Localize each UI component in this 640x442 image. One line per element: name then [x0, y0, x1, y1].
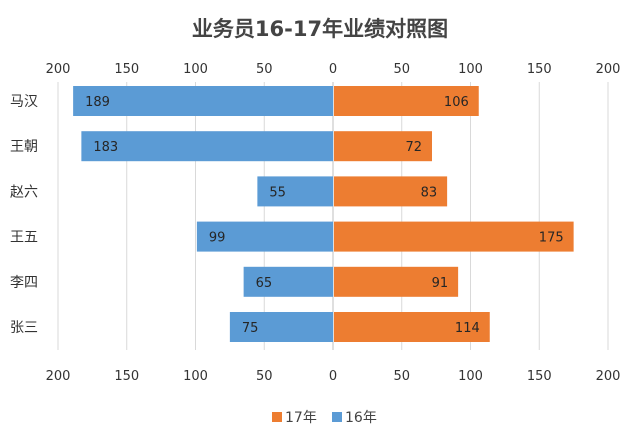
legend: 17年 16年: [272, 410, 377, 426]
legend-swatch: [332, 412, 342, 422]
legend-label: 16年: [345, 410, 377, 426]
category-label: 马汉: [10, 94, 38, 110]
data-label-16: 99: [209, 231, 226, 246]
category-label: 王朝: [10, 139, 38, 155]
category-label: 李四: [10, 275, 38, 291]
tick-label-bottom: 50: [256, 369, 273, 384]
tick-label-top: 50: [393, 62, 410, 77]
data-label-17: 83: [421, 185, 438, 200]
tick-label-top: 50: [256, 62, 273, 77]
bar-16: [257, 176, 333, 207]
bar-16: [243, 266, 333, 297]
data-label-17: 106: [444, 95, 469, 110]
tick-label-bottom: 100: [458, 369, 483, 384]
axis-ticks: 200 200 150 150 100 100 50 50 0 0 50 50 100 100 150 150…: [46, 62, 621, 384]
tick-label-top: 0: [329, 62, 337, 77]
legend-swatch: [272, 412, 282, 422]
bar-16: [73, 86, 333, 116]
legend-label: 17年: [285, 410, 317, 426]
tick-label-top: 150: [527, 62, 552, 77]
data-label-17: 72: [405, 140, 422, 155]
bar-16: [196, 221, 333, 252]
data-label-16: 55: [269, 185, 286, 200]
tick-label-bottom: 0: [329, 369, 337, 384]
data-label-17: 175: [539, 231, 564, 246]
data-labels: 189 106 183 72 55 83 99 175 65 91 75 114: [85, 95, 564, 336]
bar-17: [334, 86, 479, 116]
tick-label-bottom: 50: [393, 369, 410, 384]
bars: [73, 86, 574, 342]
tick-label-bottom: 200: [596, 369, 621, 384]
tick-label-bottom: 200: [46, 369, 71, 384]
tick-label-top: 150: [114, 62, 139, 77]
tick-label-bottom: 150: [114, 369, 139, 384]
category-label: 王五: [10, 230, 38, 246]
gridlines: [57, 82, 609, 350]
tick-label-bottom: 150: [527, 369, 552, 384]
chart-title: 业务员16-17年业绩对照图: [192, 17, 448, 41]
data-label-17: 114: [455, 321, 480, 336]
bar-16: [229, 312, 333, 342]
bar-17: [334, 221, 574, 252]
bar-16: [81, 131, 333, 162]
bar-17: [334, 131, 432, 162]
bar-17: [334, 176, 448, 207]
tick-label-top: 200: [596, 62, 621, 77]
data-label-16: 189: [85, 95, 110, 110]
bar-17: [334, 312, 490, 342]
tick-label-top: 100: [183, 62, 208, 77]
tick-label-top: 200: [46, 62, 71, 77]
tick-label-bottom: 100: [183, 369, 208, 384]
category-label: 赵六: [10, 184, 38, 200]
tick-label-top: 100: [458, 62, 483, 77]
data-label-16: 183: [93, 140, 118, 155]
data-label-16: 65: [256, 276, 273, 291]
bar-17: [334, 266, 459, 297]
data-label-16: 75: [242, 321, 259, 336]
data-label-17: 91: [432, 276, 449, 291]
category-label: 张三: [10, 320, 38, 336]
